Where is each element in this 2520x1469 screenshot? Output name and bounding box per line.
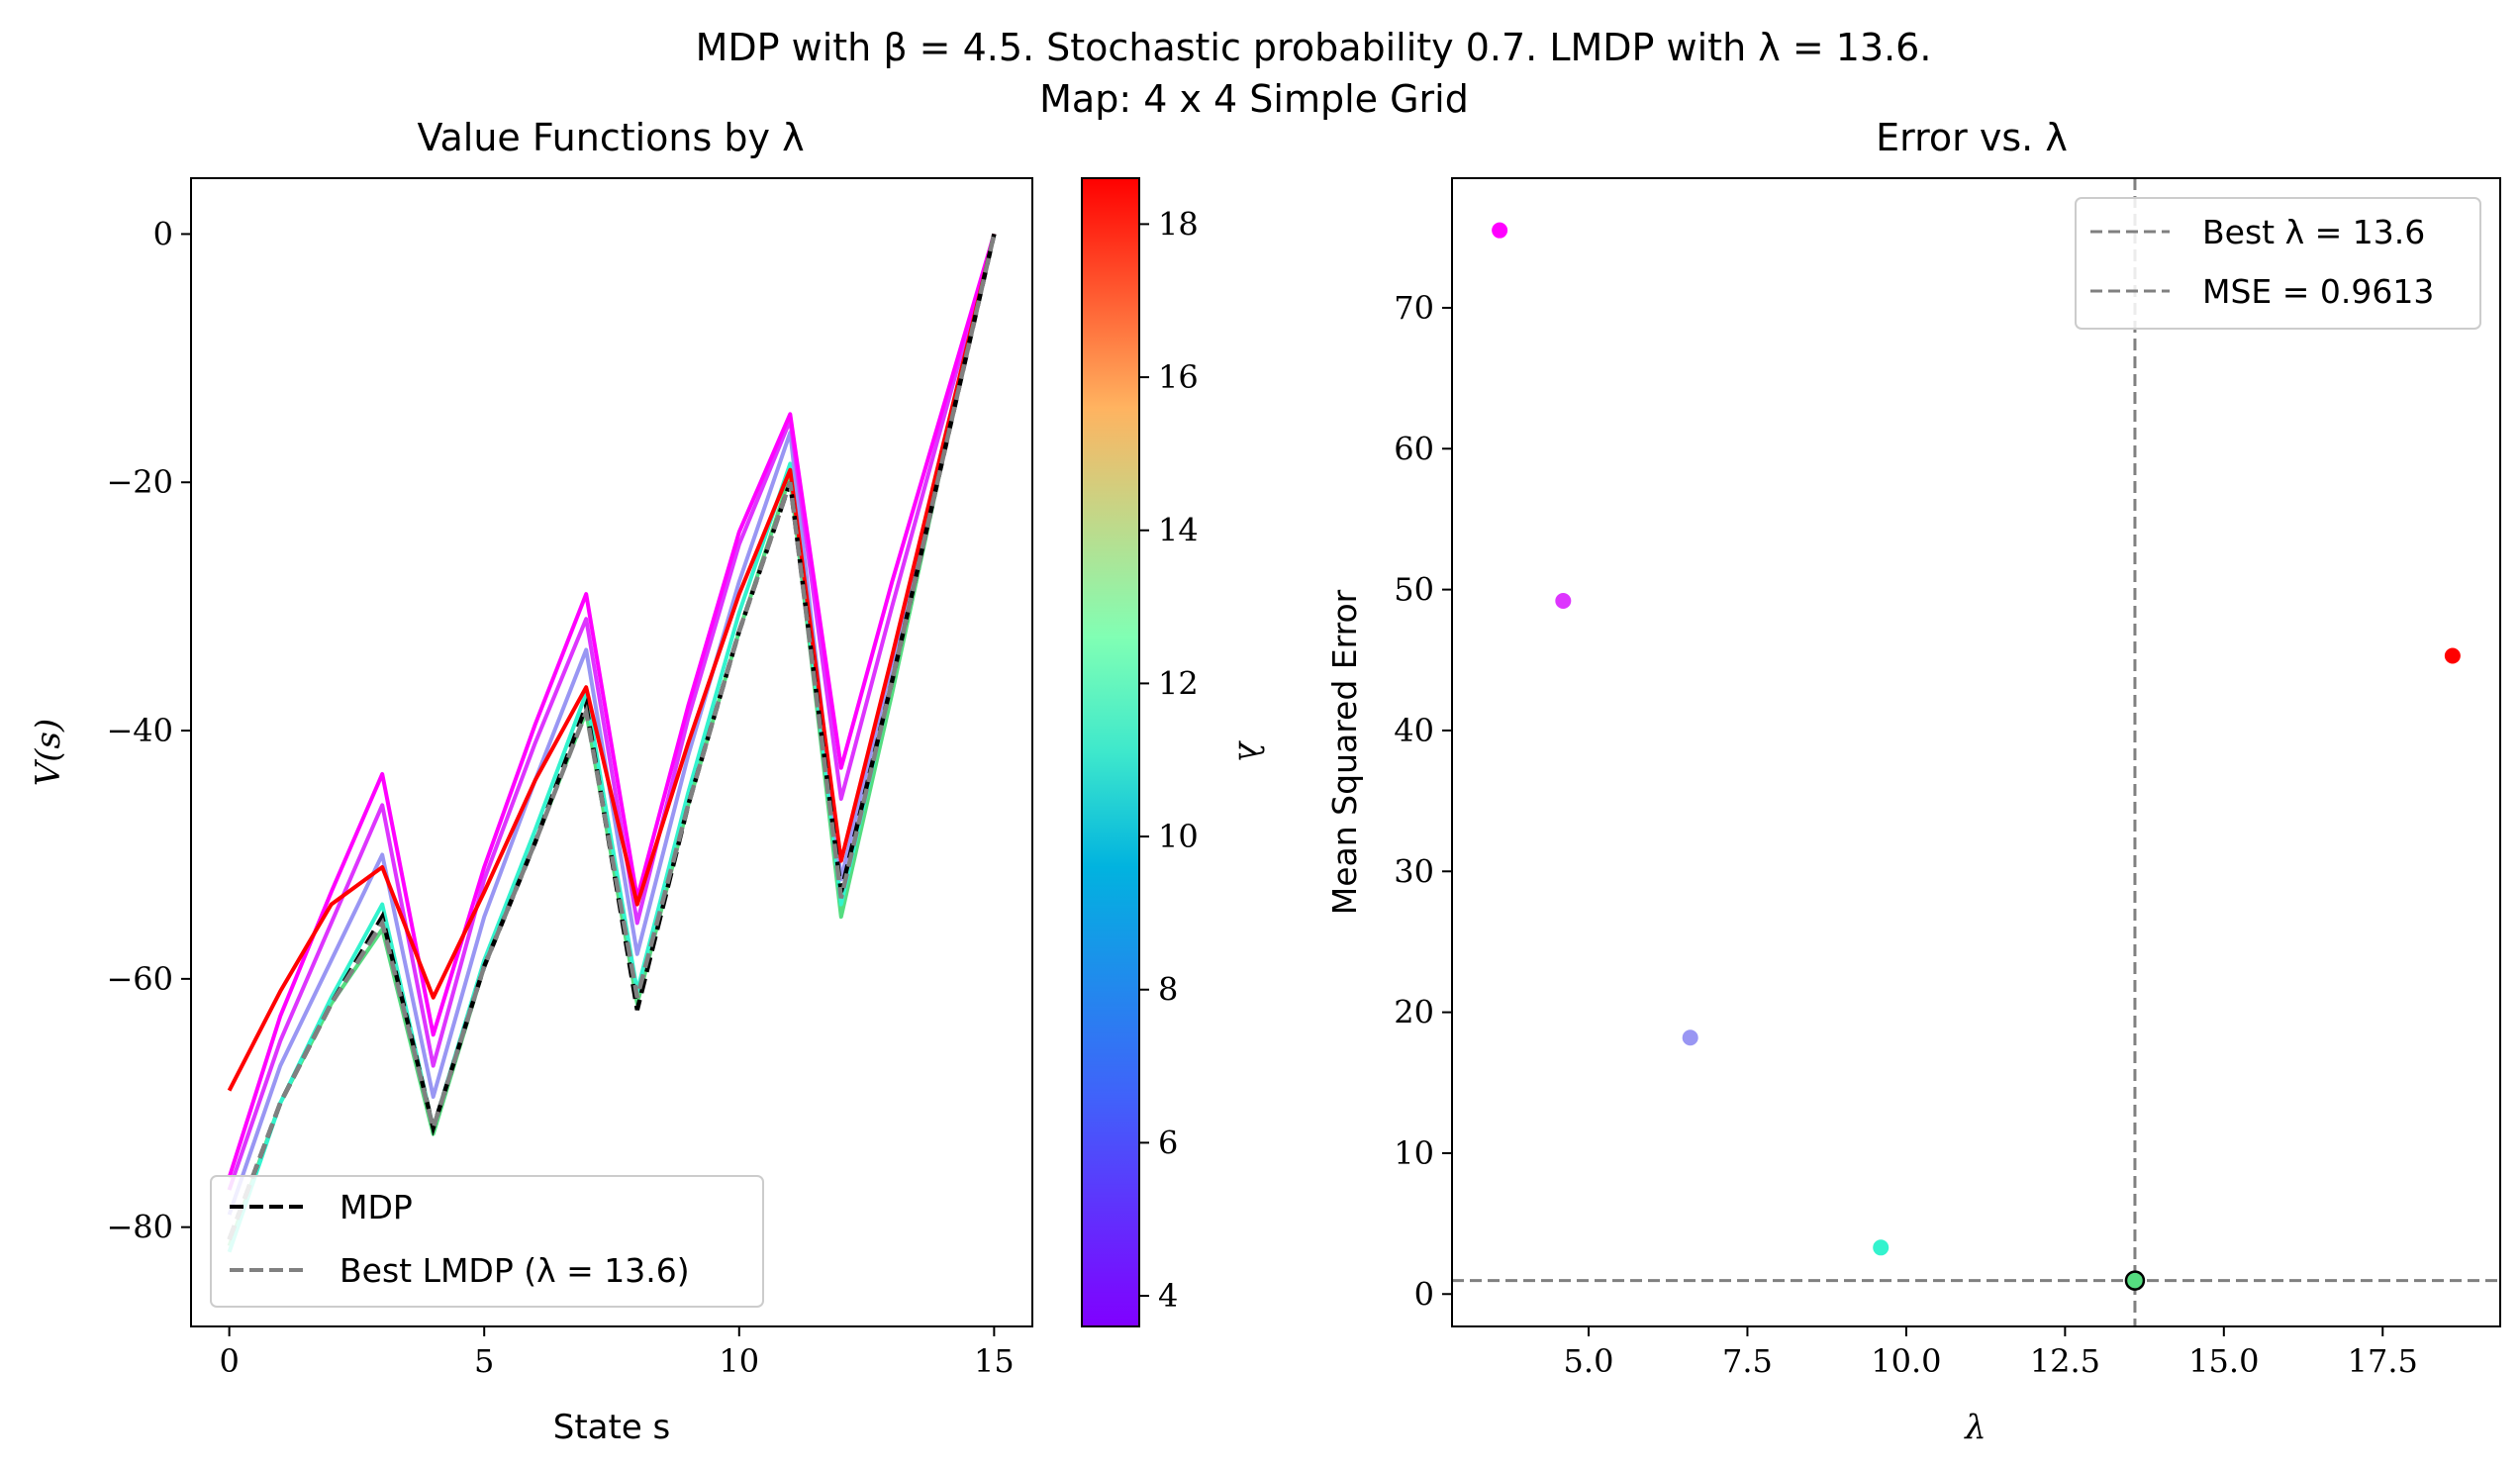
right-legend: Best λ = 13.6 MSE = 0.9613 [2075,197,2481,330]
left-y-tick-label: 0 [153,215,173,252]
colorbar-tick-label: 8 [1158,971,1178,1009]
colorbar-tick-label: 6 [1158,1124,1178,1161]
legend-mse-label: MSE = 0.9613 [2202,272,2434,311]
right-x-ticks: 5.0 7.5 10.0 12.5 15.0 17.5 [1564,1326,2418,1380]
best-lmdp-line [227,233,997,1240]
right-legend-box [2075,197,2481,330]
left-x-axis-label: State s [553,1408,671,1447]
right-x-tick-label: 7.5 [1722,1342,1773,1380]
left-y-tick-label: −80 [106,1209,173,1246]
right-y-tick-label: 20 [1394,994,1434,1031]
left-x-tick-label: 15 [974,1342,1015,1380]
value-function-lines [227,233,997,1253]
right-y-tick-label: 60 [1394,430,1434,467]
legend-best-lmdp-label: Best LMDP (λ = 13.6) [339,1251,690,1290]
error-point-1 [1555,592,1572,609]
left-y-tick-label: −60 [106,960,173,998]
right-y-axis-label: Mean Squared Error [1325,589,1364,915]
colorbar-tick-label: 16 [1158,358,1199,396]
lambda-colorbar: 4 6 8 10 12 14 16 18 λ [1081,177,1270,1327]
right-x-tick-label: 12.5 [2030,1342,2100,1380]
right-y-tick-label: 50 [1394,571,1434,609]
reference-lines [1452,178,2500,1326]
right-axes-frame [1451,177,2501,1327]
left-y-tick-label: −40 [106,712,173,749]
right-x-tick-label: 10.0 [1871,1342,1941,1380]
right-x-tick-label: 17.5 [2348,1342,2418,1380]
error-point-5 [2444,647,2461,664]
left-chart-title: Value Functions by λ [417,116,804,159]
colorbar-label: λ [1230,739,1270,763]
left-x-tick-label: 10 [719,1342,759,1380]
right-chart-title: Error vs. λ [1876,116,2068,159]
left-x-tick-label: 5 [474,1342,494,1380]
right-x-tick-label: 5.0 [1564,1342,1614,1380]
lambda-line-3 [227,233,997,1191]
colorbar-gradient [1081,177,1140,1327]
error-point-3 [1873,1239,1890,1256]
error-panel: Error vs. λ 5.0 7.5 10.0 12.5 15.0 17.5 0 10 20… [1325,116,2501,1447]
error-points [1492,222,2461,1291]
colorbar-tick-label: 14 [1158,512,1199,549]
left-x-ticks: 0 5 10 15 [219,1326,1015,1380]
colorbar-tick-label: 4 [1158,1277,1178,1315]
colorbar-ticks: 4 6 8 10 12 14 16 18 [1139,205,1199,1315]
left-y-tick-label: −20 [106,463,173,501]
error-point-0 [1492,222,1508,239]
right-y-tick-label: 70 [1394,289,1434,327]
value-functions-panel: Value Functions by λ 0 5 10 15 0 −20 −40 −60 −8… [29,116,1033,1447]
error-point-2 [1682,1029,1698,1046]
right-x-axis-label: λ [1963,1408,1987,1447]
colorbar-tick-label: 12 [1158,664,1199,702]
colorbar-tick-label: 10 [1158,818,1199,855]
lambda-line-4 [227,233,997,1179]
legend-best-lambda-label: Best λ = 13.6 [2202,213,2425,251]
right-y-tick-label: 0 [1414,1275,1434,1313]
figure-title-line1: MDP with β = 4.5. Stochastic probability… [696,26,1932,69]
left-y-ticks: 0 −20 −40 −60 −80 [106,215,191,1246]
left-axes-frame [190,177,1033,1327]
best-point-marker [2124,1270,2146,1291]
legend-mdp-label: MDP [339,1188,413,1226]
left-y-axis-label: V(s) [29,719,68,787]
right-y-tick-label: 10 [1394,1134,1434,1172]
colorbar-tick-label: 18 [1158,205,1199,243]
left-x-tick-label: 0 [219,1342,239,1380]
left-legend: MDP Best LMDP (λ = 13.6) [210,1175,764,1308]
lambda-line-5 [227,233,997,1092]
right-y-tick-label: 30 [1394,852,1434,890]
right-y-tick-label: 40 [1394,712,1434,749]
left-legend-box [210,1175,764,1308]
figure-title-line2: Map: 4 x 4 Simple Grid [1039,77,1469,121]
right-y-ticks: 0 10 20 30 40 50 60 70 [1394,289,1452,1313]
right-x-tick-label: 15.0 [2188,1342,2259,1380]
